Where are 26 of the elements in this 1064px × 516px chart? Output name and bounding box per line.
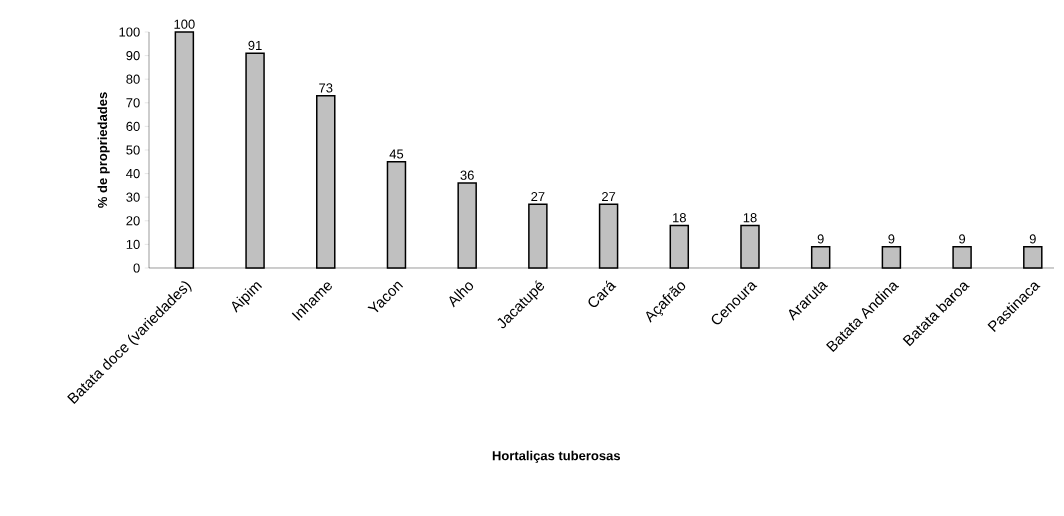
data-label: 27 <box>531 191 545 202</box>
y-tick-label: 100 <box>119 27 140 37</box>
data-label: 36 <box>460 170 474 180</box>
y-axis-title: % de propriedades <box>97 92 110 208</box>
data-label: 18 <box>673 213 686 223</box>
data-label: 9 <box>817 234 824 244</box>
data-label: 9 <box>959 234 966 244</box>
x-axis-title: Hortaliças tuberosas <box>492 450 621 463</box>
data-label: 9 <box>1029 234 1036 244</box>
data-label: 45 <box>389 149 404 159</box>
data-label: 18 <box>743 213 757 223</box>
y-tick-label: 10 <box>126 239 140 249</box>
y-tick-label: 40 <box>126 168 140 179</box>
y-tick-label: 50 <box>126 145 140 155</box>
y-tick-label: 30 <box>126 192 140 202</box>
data-label: 100 <box>174 19 195 29</box>
y-tick-label: 90 <box>126 50 140 61</box>
data-label: 73 <box>319 83 333 93</box>
data-label: 91 <box>248 40 262 51</box>
data-label: 9 <box>888 234 895 244</box>
data-label: 27 <box>602 191 616 202</box>
y-tick-label: 70 <box>126 98 140 108</box>
y-tick-label: 60 <box>126 121 140 131</box>
y-tick-label: 80 <box>126 74 140 84</box>
y-tick-label: 20 <box>126 216 140 226</box>
y-tick-label: 0 <box>133 263 140 273</box>
